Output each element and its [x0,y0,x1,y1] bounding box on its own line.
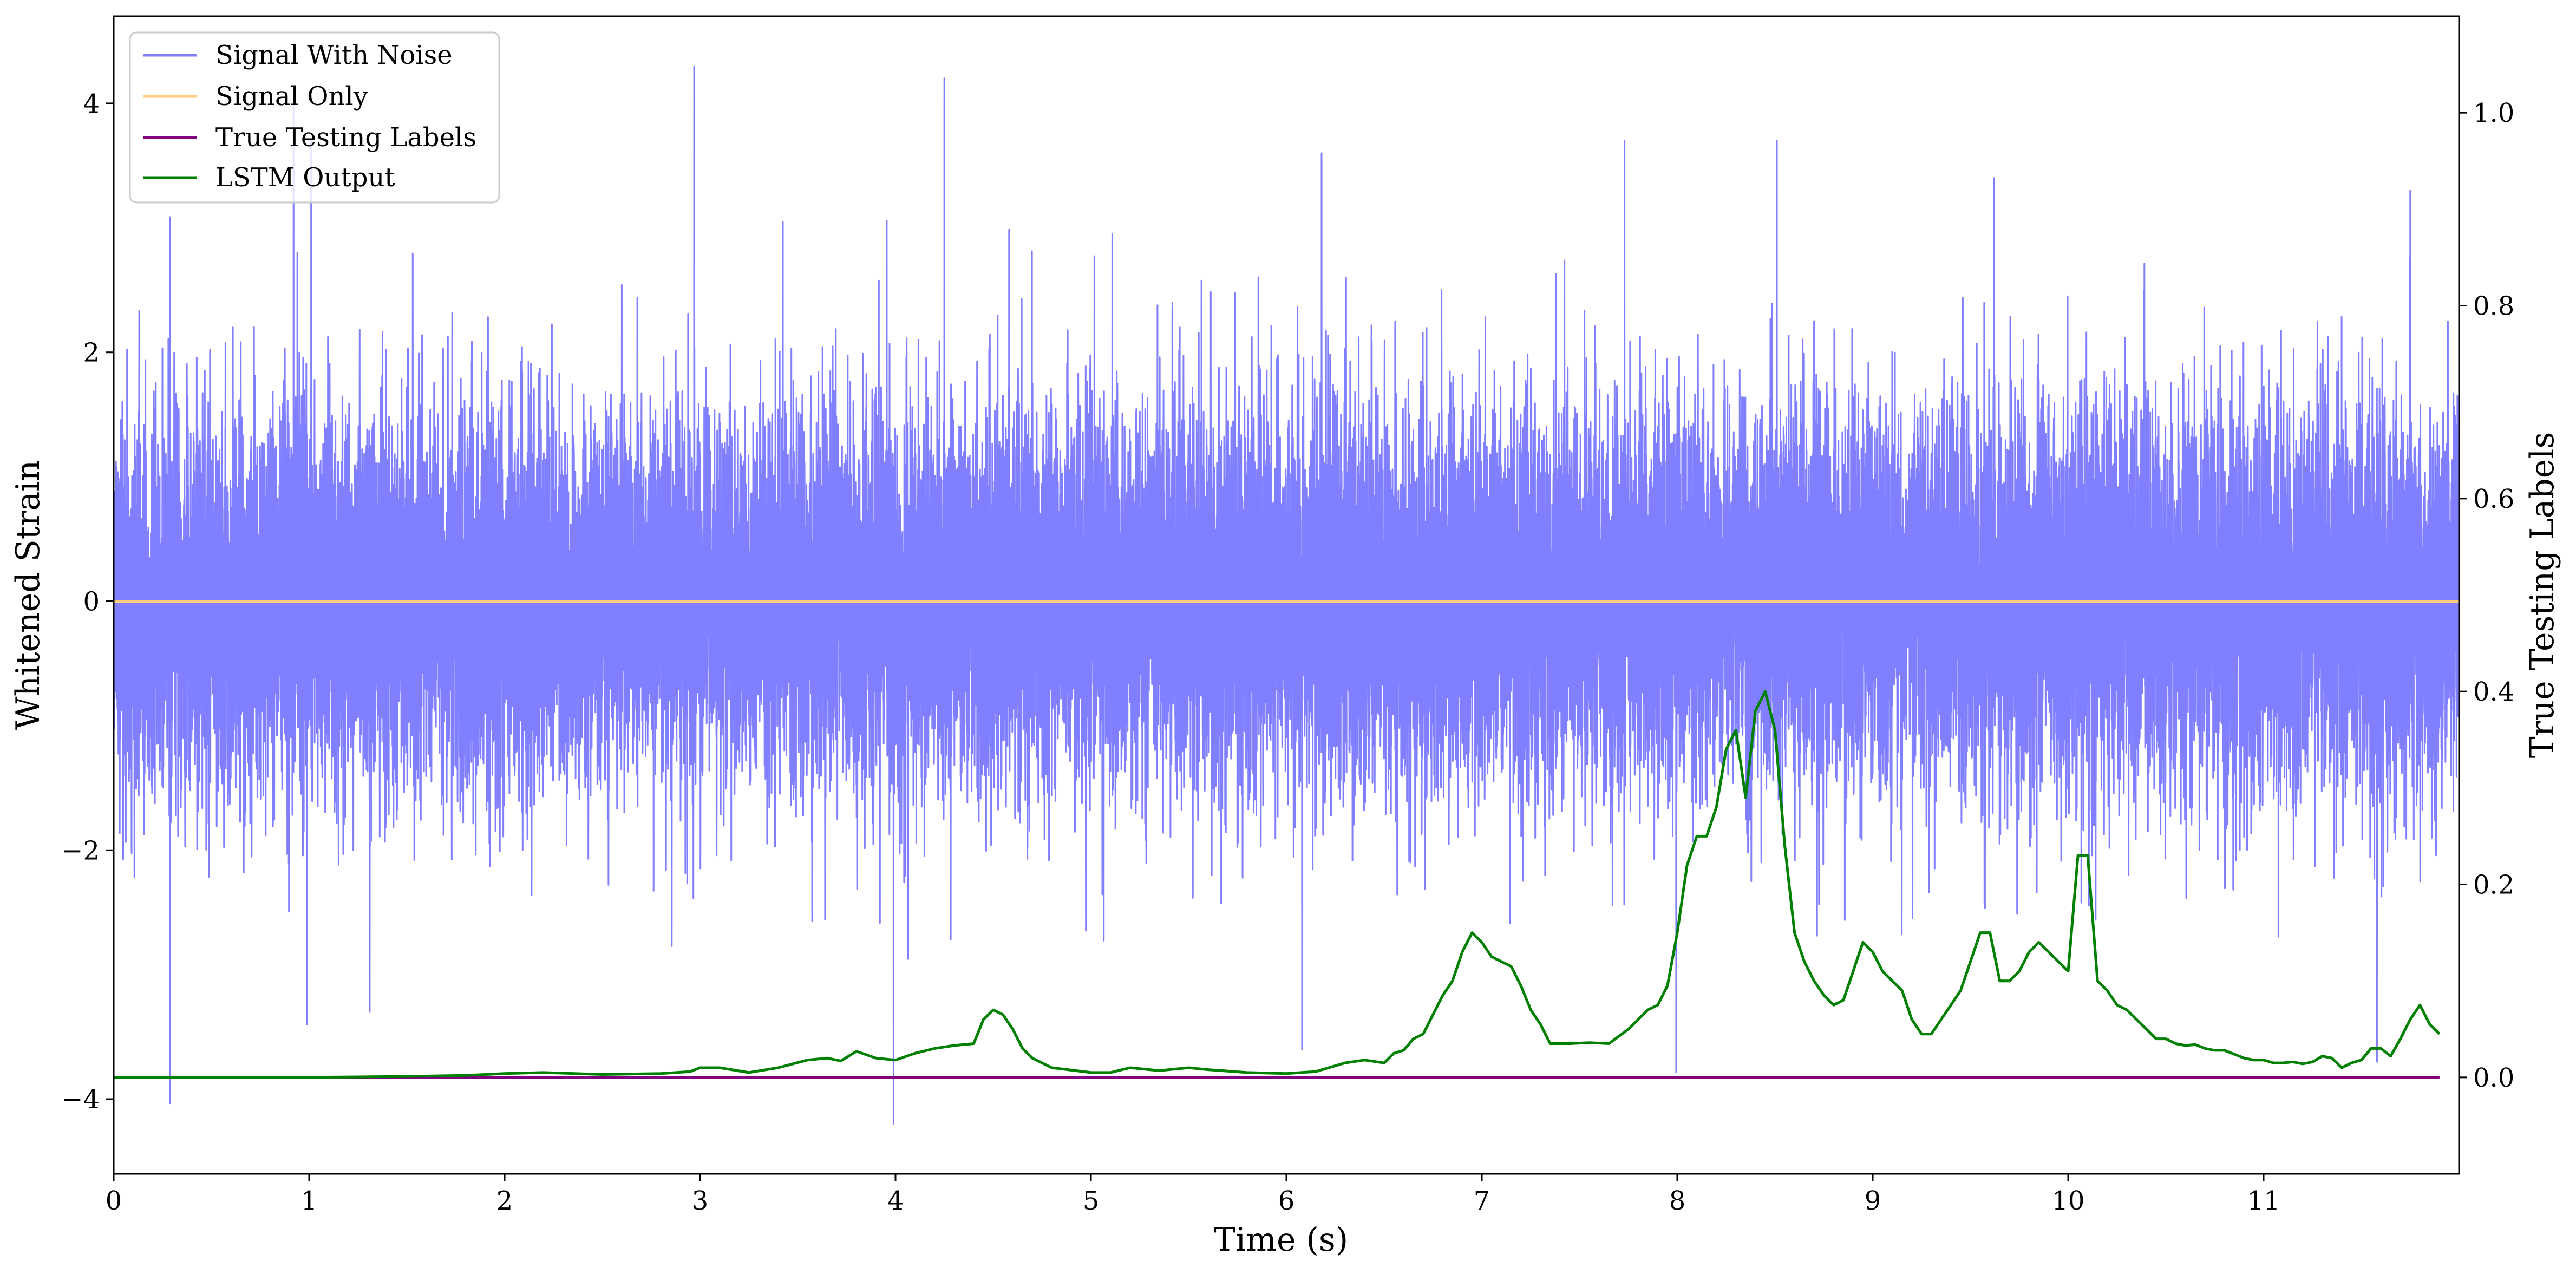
x-tick-label: 5 [1083,1186,1100,1216]
legend-label-signal-with-noise: Signal With Noise [215,40,453,70]
legend-box [129,31,500,204]
x-tick-label: 9 [1865,1186,1881,1216]
y-axis-left: 4 2 0 −2 −4 [61,89,114,1115]
x-tick-label: 2 [496,1186,513,1216]
legend: Signal With Noise Signal Only True Testi… [129,31,500,204]
x-tick-label: 4 [887,1186,904,1216]
x-tick-label: 8 [1669,1186,1686,1216]
x-tick-label: 11 [2247,1186,2280,1216]
y-left-tick-label: 2 [83,338,100,368]
x-tick-label: 0 [106,1186,122,1216]
series-signal-with-noise [113,65,2459,1125]
y-right-tick-label: 1.0 [2473,98,2514,128]
y-left-tick-label: −4 [61,1084,100,1115]
y-right-tick-label: 0.0 [2473,1063,2514,1093]
y-right-tick-label: 0.6 [2473,484,2514,514]
x-tick-label: 10 [2051,1186,2084,1216]
legend-label-signal-only: Signal Only [215,81,368,112]
x-tick-label: 7 [1474,1186,1490,1216]
legend-label-lstm-output: LSTM Output [215,162,395,193]
y-left-tick-label: 0 [83,586,100,617]
x-tick-label: 1 [301,1186,318,1216]
x-tick-label: 3 [692,1186,709,1216]
y-right-tick-label: 0.2 [2473,870,2514,900]
legend-label-true-testing-labels: True Testing Labels [215,122,476,153]
x-axis: 0 1 2 3 4 5 6 7 8 9 10 11 [106,1174,2280,1216]
y-axis-left-title: Whitened Strain [9,460,47,730]
y-axis-right: 1.0 0.8 0.6 0.4 0.2 0.0 [2459,98,2514,1093]
y-left-tick-label: 4 [83,89,100,119]
y-right-tick-label: 0.8 [2473,291,2514,322]
y-axis-right-title: True Testing Labels [2523,432,2561,759]
x-axis-title: Time (s) [1214,1221,1348,1259]
x-tick-label: 6 [1278,1186,1295,1216]
y-right-tick-label: 0.4 [2473,677,2514,707]
plot-data [113,65,2459,1125]
y-left-tick-label: −2 [61,835,100,866]
series-lstm-output [114,690,2441,1079]
